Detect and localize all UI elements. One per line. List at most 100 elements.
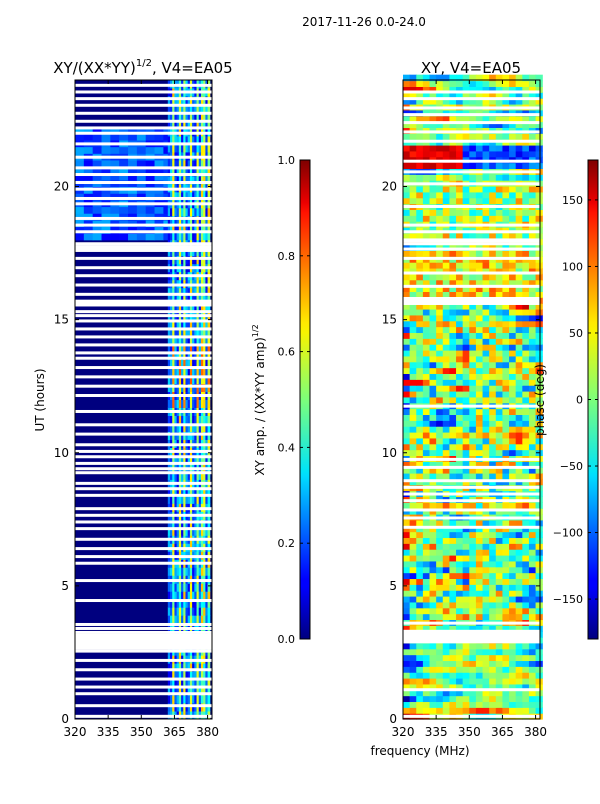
- panel1-cell: [207, 335, 211, 345]
- panel1-cell: [205, 287, 209, 297]
- panel1-cell: [196, 399, 200, 408]
- panel1-cell: [128, 173, 138, 181]
- panel1-flag-row: [75, 409, 212, 413]
- panel1-cell: [178, 95, 182, 105]
- panel2-cell: [449, 537, 457, 544]
- panel1-cell: [181, 519, 184, 528]
- panel2-cell: [528, 549, 537, 556]
- panel2-cell: [409, 232, 417, 240]
- panel2-cell: [502, 472, 510, 480]
- panel1-cell: [185, 583, 189, 592]
- panel2-cell: [502, 385, 510, 392]
- panel1-cell: [119, 206, 129, 214]
- panel2-cell: [403, 344, 411, 351]
- panel2-cell: [449, 449, 457, 457]
- panel2-cell: [422, 677, 431, 685]
- panel2-cell: [489, 601, 497, 609]
- panel2-cell: [416, 74, 424, 82]
- panel2-cell: [515, 326, 523, 334]
- panel1-cell: [196, 383, 200, 393]
- panel1-cell: [187, 375, 191, 385]
- panel1-cell: [167, 375, 171, 385]
- panel1-cell: [205, 207, 209, 217]
- panel2-cell: [482, 115, 490, 123]
- panel2-cell: [449, 420, 457, 427]
- panel2-cell: [469, 74, 477, 82]
- panel2-cell: [528, 326, 537, 334]
- panel1-cell: [187, 191, 191, 201]
- panel2-cell: [469, 467, 477, 474]
- panel2-cell: [502, 109, 510, 117]
- panel2-cell: [462, 525, 470, 533]
- panel1-cell: [187, 519, 191, 528]
- panel1-cell: [183, 159, 186, 169]
- panel2-cell: [482, 361, 490, 369]
- panel2-cell: [502, 303, 510, 310]
- panel2-cell: [429, 385, 437, 392]
- panel1-cell: [181, 663, 184, 672]
- panel2-cell: [436, 672, 444, 679]
- panel2-cell: [475, 314, 484, 322]
- panel2-cell: [489, 584, 497, 591]
- panel1-cell: [172, 303, 175, 313]
- panel1-cell: [110, 146, 120, 154]
- panel2-flag-row: [403, 230, 540, 234]
- panel1-cell: [181, 583, 184, 592]
- panel1-flag-row: [75, 507, 212, 511]
- panel1-cell: [176, 415, 180, 424]
- panel1-cell: [196, 359, 200, 369]
- panel1-cell: [170, 527, 173, 536]
- panel2-cell: [469, 115, 477, 123]
- panel2-cell: [509, 320, 517, 328]
- panel1-cell: [136, 213, 147, 221]
- panel1-cell: [174, 455, 178, 464]
- panel1-cell: [174, 335, 178, 345]
- panel1-cell: [83, 213, 94, 221]
- panel1-cell: [185, 471, 189, 480]
- panel2-cell: [495, 338, 504, 345]
- panel1-cell: [136, 166, 147, 174]
- panel1-cell: [205, 599, 209, 608]
- panel1-cell: [187, 423, 191, 432]
- panel1-cell: [178, 231, 182, 241]
- panel2-cell: [436, 267, 444, 275]
- panel2-flag-row: [403, 256, 540, 260]
- panel2-cell: [535, 320, 543, 328]
- panel2-cell: [442, 250, 451, 257]
- panel2-cell: [528, 80, 537, 87]
- panel2-cell: [515, 426, 523, 433]
- panel1-cell: [205, 359, 209, 369]
- panel1-cell: [92, 126, 103, 134]
- panel2-cell: [442, 121, 451, 128]
- panel1-cell: [189, 399, 193, 408]
- panel1-cell: [128, 206, 138, 214]
- colorbar2-tick-label: 50: [569, 327, 583, 340]
- panel1-cell: [185, 663, 189, 672]
- panel2-cell: [509, 373, 517, 380]
- panel1-cell: [154, 126, 164, 134]
- panel1-cell: [181, 399, 184, 408]
- panel2-cell: [416, 525, 424, 533]
- panel2-cell: [528, 285, 537, 293]
- panel2-cell: [436, 701, 444, 708]
- panel2-cell: [436, 431, 444, 439]
- panel2-cell: [442, 390, 451, 398]
- panel2-cell: [462, 109, 470, 117]
- panel2-cell: [429, 467, 437, 474]
- panel2-cell: [515, 525, 523, 533]
- panel2-cell: [482, 92, 490, 99]
- panel2-cell: [429, 554, 437, 562]
- panel1-cell: [198, 119, 202, 129]
- panel1-cell: [205, 487, 209, 496]
- panel1-cell: [205, 567, 209, 576]
- panel2-cell: [422, 560, 431, 568]
- panel2-cell: [528, 566, 537, 574]
- panel2-cell: [495, 385, 504, 392]
- panel2-cell: [502, 537, 510, 544]
- panel2-cell: [449, 607, 457, 615]
- panel1-cell: [174, 423, 178, 432]
- panel2-cell: [528, 109, 537, 117]
- panel1-cell: [174, 143, 178, 153]
- panel2-cell: [436, 250, 444, 257]
- panel2-cell: [528, 689, 537, 697]
